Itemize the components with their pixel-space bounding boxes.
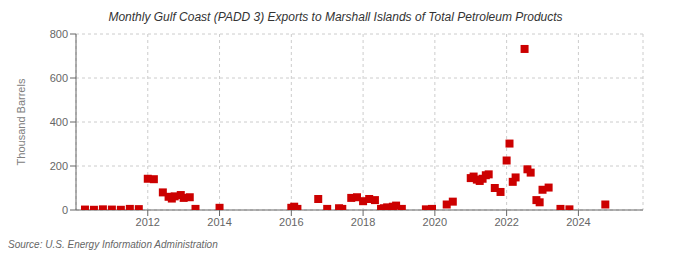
svg-text:200: 200 <box>50 160 68 172</box>
html-text:Source: U.S. Energy Informatio: Source: U.S. Energy Information Administ… <box>8 239 218 250</box>
svg-text:400: 400 <box>50 116 68 128</box>
svg-text:0: 0 <box>62 204 68 216</box>
svg-text:800: 800 <box>50 28 68 40</box>
svg-text:600: 600 <box>50 72 68 84</box>
svg-text:2020: 2020 <box>423 216 447 228</box>
svg-text:2018: 2018 <box>351 216 375 228</box>
html-text:Monthly Gulf Coast (PADD 3) Ex: Monthly Gulf Coast (PADD 3) Exports to M… <box>108 10 563 24</box>
svg-text:2022: 2022 <box>494 216 518 228</box>
svg-text:Thousand Barrels: Thousand Barrels <box>15 78 27 165</box>
svg-text:2014: 2014 <box>207 216 231 228</box>
svg-text:2024: 2024 <box>566 216 590 228</box>
svg-text:2012: 2012 <box>136 216 160 228</box>
svg-text:2016: 2016 <box>279 216 303 228</box>
